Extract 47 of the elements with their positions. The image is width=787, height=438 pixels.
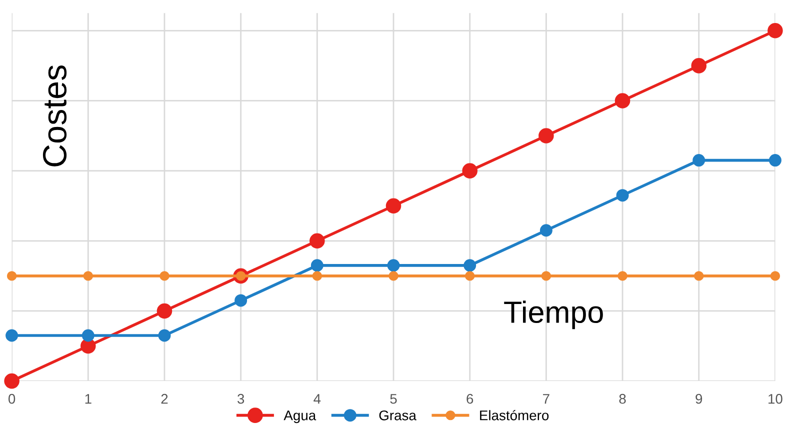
point	[80, 338, 96, 354]
point	[386, 198, 402, 214]
point	[538, 128, 554, 144]
point	[312, 271, 322, 281]
point	[464, 271, 475, 281]
point	[616, 189, 629, 202]
point	[4, 373, 20, 389]
point	[540, 224, 552, 237]
point	[692, 154, 706, 167]
x-tick-label: 4	[314, 394, 321, 404]
point	[614, 93, 630, 108]
x-tick-label: 3	[237, 394, 244, 404]
legend-label: Agua	[284, 410, 316, 424]
point	[6, 271, 17, 281]
x-tick-label: 8	[619, 394, 626, 404]
x-tick-label: 7	[543, 394, 550, 404]
x-axis-title: Tiempo	[504, 300, 603, 330]
point	[694, 271, 704, 281]
x-tick-label: 9	[696, 394, 702, 404]
point	[388, 271, 398, 281]
x-tick-label: 6	[466, 394, 474, 404]
point	[541, 271, 552, 281]
x-tick-label: 1	[85, 394, 92, 404]
x-tick-label: 0	[8, 394, 16, 404]
point	[768, 154, 782, 167]
x-tick-label: 10	[768, 394, 782, 404]
point	[6, 329, 18, 342]
point	[156, 303, 172, 319]
point	[768, 23, 783, 38]
y-axis-title: Costes	[42, 65, 67, 166]
point	[160, 271, 170, 281]
point	[83, 271, 94, 281]
point	[310, 233, 325, 249]
point	[618, 271, 628, 281]
point	[82, 329, 94, 342]
point	[462, 163, 478, 178]
x-tick-label: 2	[161, 394, 168, 404]
legend-label: Grasa	[379, 410, 416, 420]
x-tick-label: 5	[390, 394, 397, 404]
legend-label: Elastómero	[480, 410, 549, 420]
point	[387, 259, 400, 272]
point	[158, 329, 171, 342]
point	[770, 271, 780, 281]
point	[310, 259, 324, 272]
point	[691, 58, 706, 74]
point	[234, 294, 248, 307]
point	[464, 259, 476, 272]
